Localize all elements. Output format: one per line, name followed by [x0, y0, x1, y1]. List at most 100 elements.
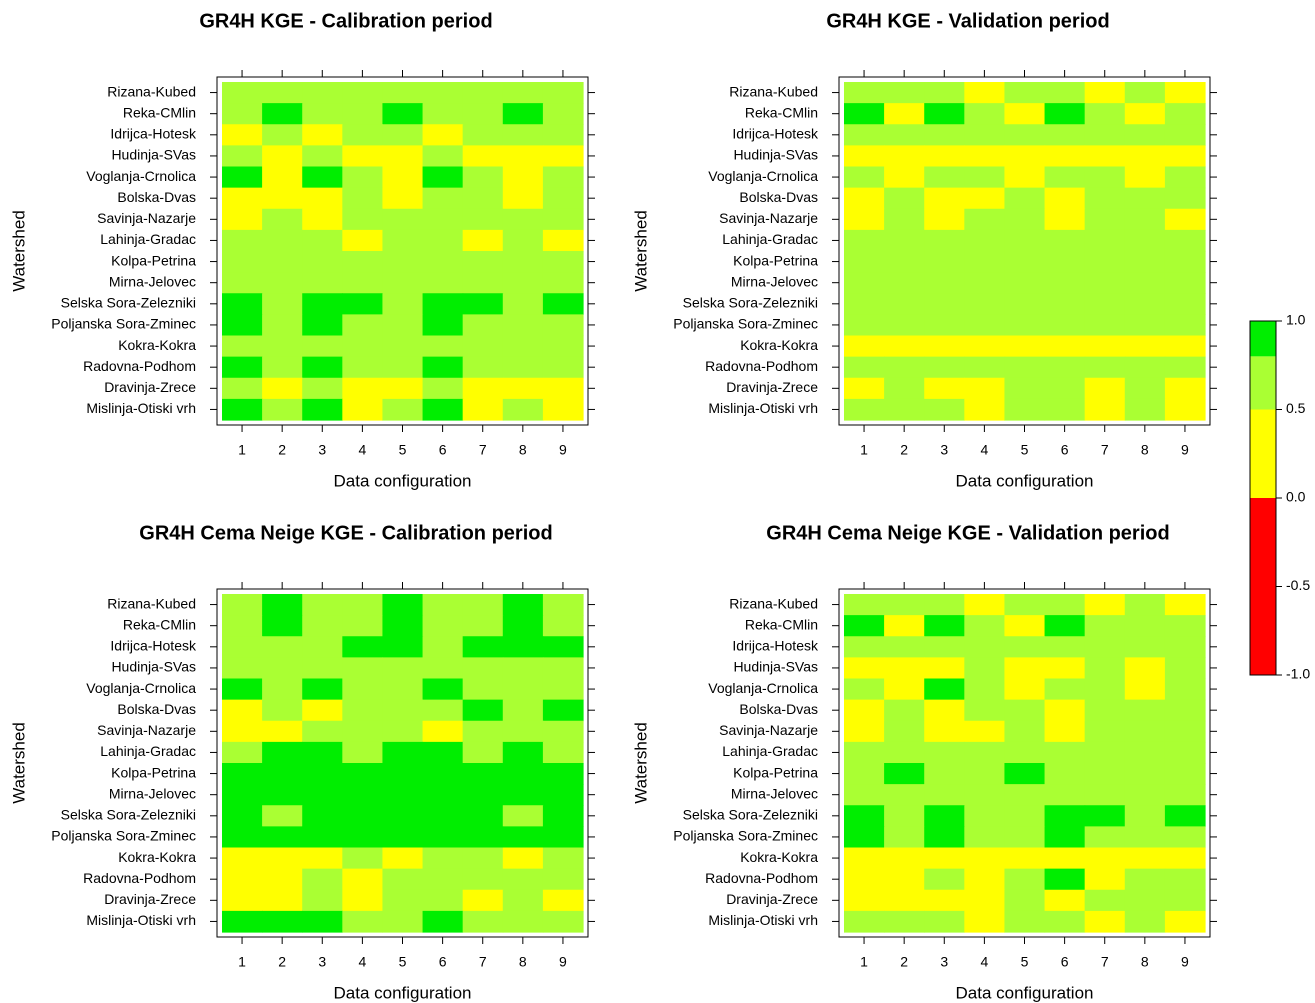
heatmap-cell [422, 356, 464, 379]
heatmap-cell [382, 314, 424, 337]
heatmap-cell [462, 699, 504, 722]
heatmap-cell [502, 657, 544, 680]
heatmap-cell [884, 145, 925, 168]
heatmap-cell [884, 720, 925, 743]
x-tick-label: 6 [1061, 954, 1069, 970]
y-tick-label: Mislinja-Otiski vrh [708, 400, 818, 416]
heatmap-cell [422, 594, 464, 616]
heatmap-cell [1124, 594, 1166, 616]
heatmap-cell [222, 805, 263, 827]
heatmap-cell [462, 763, 504, 785]
heatmap-cell [964, 208, 1006, 231]
heatmap-cell [502, 720, 544, 743]
heatmap-cell [1164, 356, 1206, 379]
heatmap-cell [262, 251, 303, 273]
heatmap-cell [1004, 398, 1046, 421]
heatmap-cell [884, 889, 925, 912]
heatmap-cell [884, 293, 925, 315]
heatmap-cell [924, 763, 965, 785]
heatmap-cell [542, 314, 584, 337]
x-tick-label: 3 [940, 954, 948, 970]
heatmap-cell [462, 166, 504, 189]
heatmap-cell [462, 356, 504, 379]
heatmap-cell [1044, 398, 1086, 421]
heatmap-cell [844, 889, 885, 912]
heatmap-cell [462, 272, 504, 294]
heatmap-cell [844, 187, 885, 210]
heatmap-cell [1164, 293, 1206, 315]
heatmap-cell [924, 314, 965, 337]
heatmap-cell [884, 103, 925, 125]
heatmap-cell [844, 314, 885, 337]
heatmap-cell [422, 657, 464, 680]
heatmap-cell [924, 166, 965, 189]
heatmap-cell [844, 594, 885, 616]
heatmap-cell [542, 293, 584, 315]
x-tick-label: 8 [1141, 954, 1149, 970]
heatmap-cell [222, 103, 263, 125]
x-tick-label: 9 [1181, 442, 1189, 458]
heatmap-cell [422, 847, 464, 870]
heatmap-cell [262, 889, 303, 912]
heatmap-cell [222, 763, 263, 785]
heatmap-cell [382, 187, 424, 210]
heatmap-cell [262, 847, 303, 870]
heatmap-cell [502, 763, 544, 785]
heatmap-cell [1124, 847, 1166, 870]
heatmap-cell [924, 805, 965, 827]
heatmap-cell [964, 293, 1006, 315]
x-tick-label: 9 [559, 442, 567, 458]
heatmap-cell [1124, 229, 1166, 252]
y-tick-label: Bolska-Dvas [117, 189, 196, 205]
y-tick-label: Kolpa-Petrina [733, 764, 818, 780]
heatmap-cell [422, 805, 464, 827]
y-tick-label: Rizana-Kubed [729, 83, 818, 99]
heatmap-cell [462, 103, 504, 125]
colorbar-band [1250, 409, 1276, 498]
heatmap-cell [1084, 293, 1126, 315]
heatmap-cell [884, 699, 925, 722]
heatmap-cell [382, 699, 424, 722]
heatmap-cell [382, 293, 424, 315]
y-tick-label: Kolpa-Petrina [111, 764, 196, 780]
colorbar-tick-label: 0.0 [1286, 489, 1306, 505]
x-tick-label: 8 [1141, 442, 1149, 458]
heatmap-cell [1124, 741, 1166, 764]
heatmap-cell [884, 741, 925, 764]
heatmap-cell [302, 868, 343, 891]
heatmap-cell [1004, 377, 1046, 400]
heatmap-cell [502, 166, 544, 189]
heatmap-cell [262, 124, 303, 146]
x-tick-label: 1 [860, 442, 868, 458]
heatmap-cell [1004, 335, 1046, 358]
y-tick-label: Reka-CMlin [123, 104, 196, 120]
x-tick-label: 5 [399, 954, 407, 970]
heatmap-cell [542, 741, 584, 764]
heatmap-cell [422, 636, 464, 658]
heatmap-cell [924, 720, 965, 743]
heatmap-cell [1124, 145, 1166, 168]
heatmap-cell [382, 720, 424, 743]
heatmap-cell [884, 784, 925, 806]
y-tick-label: Selska Sora-Zelezniki [683, 807, 818, 823]
heatmap-cell [1004, 82, 1046, 104]
heatmap-cell [382, 166, 424, 189]
heatmap-cell [1084, 720, 1126, 743]
heatmap-cell [542, 335, 584, 358]
y-tick-label: Radovna-Podhom [83, 358, 196, 374]
heatmap-cell [844, 335, 885, 358]
colorbar-tick-label: 1.0 [1286, 312, 1306, 328]
heatmap-cell [262, 82, 303, 104]
heatmap-cell [462, 720, 504, 743]
heatmap-cell [1004, 251, 1046, 273]
colorbar-tick-label: -1.0 [1286, 666, 1310, 682]
x-tick-label: 8 [519, 442, 527, 458]
heatmap-cell [844, 356, 885, 379]
heatmap-cell [964, 763, 1006, 785]
y-tick-label: Voglanja-Crnolica [86, 680, 196, 696]
heatmap-cell [222, 699, 263, 722]
heatmap-cell [1044, 356, 1086, 379]
heatmap-cell [302, 377, 343, 400]
heatmap-cell [542, 910, 584, 933]
